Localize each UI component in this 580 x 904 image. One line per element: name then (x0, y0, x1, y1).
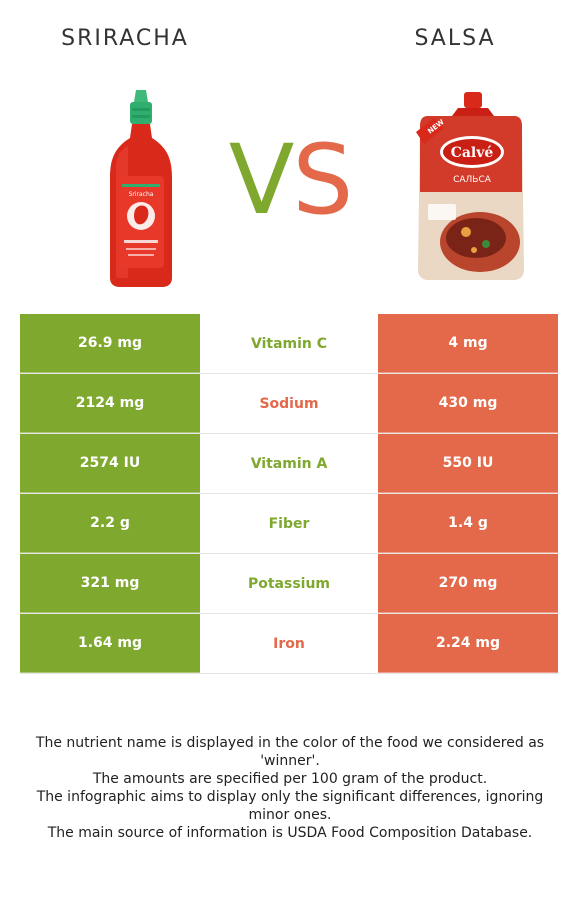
right-food-title: SALSA (414, 26, 496, 51)
right-value-cell: 430 mg (378, 374, 558, 433)
footer-line-3: The infographic aims to display only the… (36, 789, 544, 823)
left-value-cell: 2574 IU (20, 434, 200, 493)
right-value-cell: 270 mg (378, 554, 558, 613)
nutrient-name-cell: Potassium (200, 554, 378, 613)
vs-label: VS (0, 132, 580, 228)
table-row: 321 mg Potassium 270 mg (20, 554, 558, 614)
footer-line-1: The nutrient name is displayed in the co… (35, 735, 545, 769)
left-value-cell: 1.64 mg (20, 614, 200, 673)
table-row: 1.64 mg Iron 2.24 mg (20, 614, 558, 674)
salsa-brand-text: Calvé (451, 145, 494, 161)
vs-s: S (292, 124, 353, 236)
right-value-cell: 2.24 mg (378, 614, 558, 673)
left-value-cell: 26.9 mg (20, 314, 200, 373)
nutrient-name-cell: Vitamin C (200, 314, 378, 373)
table-row: 2124 mg Sodium 430 mg (20, 374, 558, 434)
footer-notes: The nutrient name is displayed in the co… (20, 734, 560, 842)
sriracha-label-text: Sriracha (129, 191, 154, 198)
table-row: 2.2 g Fiber 1.4 g (20, 494, 558, 554)
footer-line-4: The main source of information is USDA F… (47, 825, 533, 841)
table-row: 2574 IU Vitamin A 550 IU (20, 434, 558, 494)
nutrient-name-cell: Vitamin A (200, 434, 378, 493)
salsa-pouch-image: NEW Calvé САЛЬСА (416, 92, 524, 280)
nutrient-name-cell: Fiber (200, 494, 378, 553)
left-value-cell: 2.2 g (20, 494, 200, 553)
salsa-product-text: САЛЬСА (453, 175, 492, 185)
vs-v: V (228, 124, 295, 236)
left-food-title: SRIRACHA (61, 26, 189, 51)
footer-line-2: The amounts are specified per 100 gram o… (92, 771, 488, 787)
right-value-cell: 550 IU (378, 434, 558, 493)
nutrient-name-cell: Iron (200, 614, 378, 673)
right-value-cell: 1.4 g (378, 494, 558, 553)
nutrient-name-cell: Sodium (200, 374, 378, 433)
left-value-cell: 321 mg (20, 554, 200, 613)
sriracha-bottle-image: Sriracha (110, 90, 172, 287)
left-value-cell: 2124 mg (20, 374, 200, 433)
right-value-cell: 4 mg (378, 314, 558, 373)
